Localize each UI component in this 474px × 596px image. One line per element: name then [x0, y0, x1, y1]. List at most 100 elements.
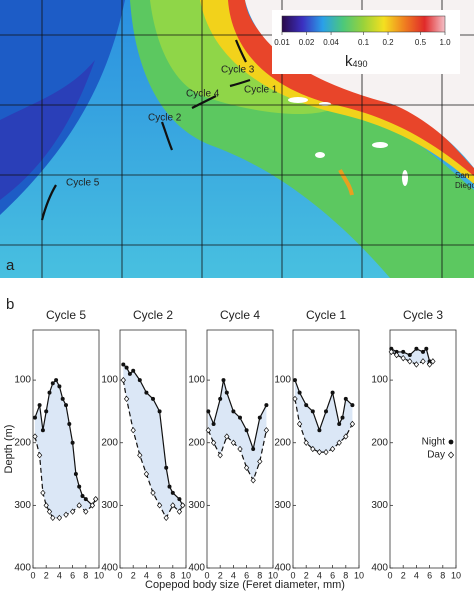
night-marker — [337, 421, 342, 426]
plot-frame — [292, 329, 360, 569]
night-marker — [170, 490, 175, 495]
night-marker — [177, 497, 182, 502]
day-marker — [210, 439, 217, 446]
day-marker — [349, 420, 356, 428]
night-marker — [257, 415, 262, 420]
y-tick-label: 200 — [188, 437, 205, 448]
x-tick-label: 0 — [204, 570, 209, 580]
night-marker — [224, 390, 229, 395]
island — [402, 170, 408, 186]
x-tick-label: 2 — [131, 570, 136, 580]
night-marker — [343, 396, 348, 401]
day-marker — [393, 351, 400, 359]
x-tick-label: 4 — [231, 570, 236, 580]
day-marker — [180, 502, 186, 509]
x-tick-label: 0 — [290, 570, 295, 580]
night-marker — [330, 390, 335, 395]
night-marker — [47, 390, 52, 395]
night-marker — [44, 409, 49, 414]
day-marker — [170, 502, 176, 509]
day-marker — [143, 470, 150, 478]
coastal-band — [338, 169, 354, 196]
day-marker — [217, 452, 223, 459]
x-tick-label: 8 — [257, 570, 262, 580]
offshore-region — [0, 60, 95, 200]
shaded-area — [208, 380, 267, 481]
day-marker — [413, 361, 420, 368]
day-marker — [43, 502, 49, 509]
y-tick-label: 200 — [14, 437, 31, 448]
colorbar-tick-label: 0.01 — [274, 38, 290, 47]
night-marker — [131, 368, 136, 373]
series-line — [294, 398, 353, 453]
night-marker — [77, 484, 82, 489]
x-tick-label: 10 — [268, 570, 278, 580]
night-marker — [32, 415, 37, 420]
y-tick-label: 200 — [371, 437, 388, 448]
day-marker — [123, 395, 130, 403]
night-marker — [54, 378, 59, 383]
day-marker — [303, 439, 309, 446]
x-tick-label: 8 — [170, 570, 175, 580]
night-marker — [73, 472, 78, 477]
day-marker — [36, 452, 43, 459]
x-tick-label: 10 — [181, 570, 191, 580]
night-marker — [151, 396, 155, 401]
y-tick-label: 100 — [188, 375, 205, 386]
day-marker — [230, 439, 237, 446]
day-marker — [329, 445, 336, 453]
x-tick-label: 0 — [117, 570, 122, 580]
day-marker — [205, 427, 211, 434]
night-marker — [231, 409, 236, 414]
day-marker — [263, 427, 270, 434]
y-tick-label: 200 — [101, 437, 118, 448]
night-marker — [50, 381, 55, 386]
x-tick-label: 4 — [144, 570, 149, 580]
day-marker — [316, 448, 323, 456]
plot-frame — [206, 329, 274, 569]
day-marker — [336, 439, 342, 446]
y-tick-label: 400 — [101, 563, 118, 574]
cycle-label: Cycle 4 — [186, 89, 220, 100]
day-marker — [76, 502, 82, 509]
colorbar-tick-label: 0.04 — [323, 38, 339, 47]
night-marker — [157, 409, 162, 414]
night-marker — [310, 409, 315, 414]
day-marker — [407, 358, 413, 365]
plot-frame — [119, 329, 187, 569]
day-marker — [150, 489, 156, 496]
x-tick-label: 2 — [304, 570, 309, 580]
night-marker — [211, 421, 216, 426]
x-tick-label: 0 — [30, 570, 35, 580]
day-marker — [137, 452, 143, 459]
x-tick-label: 4 — [414, 570, 419, 580]
chart-title: Cycle 5 — [46, 308, 86, 322]
day-marker — [420, 358, 426, 365]
day-marker — [426, 361, 433, 368]
colorbar-label: k490 — [345, 53, 368, 70]
x-tick-label: 10 — [354, 570, 364, 580]
day-marker — [296, 420, 303, 428]
y-tick-label: 300 — [371, 500, 388, 511]
night-marker — [251, 447, 256, 451]
day-marker — [430, 358, 436, 365]
x-tick-label: 0 — [387, 570, 392, 580]
y-tick-label: 400 — [14, 563, 31, 574]
night-marker — [304, 403, 309, 408]
day-marker — [343, 433, 349, 440]
night-marker — [164, 465, 169, 470]
night-marker — [297, 390, 302, 395]
night-marker — [127, 371, 132, 376]
night-marker — [421, 349, 425, 354]
day-marker — [323, 448, 329, 456]
colorbar-tick-label: 1.0 — [439, 38, 451, 47]
night-marker — [37, 403, 42, 408]
night-marker — [67, 421, 72, 426]
shaded-area — [294, 380, 353, 453]
series-line — [207, 429, 267, 482]
cycle-tracks — [40, 39, 251, 221]
y-tick-label: 100 — [371, 375, 388, 386]
place-label: San — [455, 171, 469, 180]
